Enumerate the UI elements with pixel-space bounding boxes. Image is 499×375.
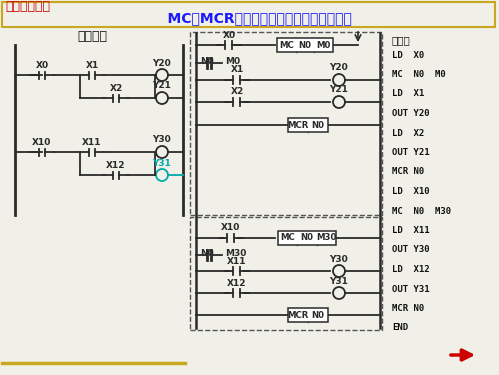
Text: MC  N0  M0: MC N0 M0 (392, 70, 446, 79)
Text: X10: X10 (32, 138, 52, 147)
Text: OUT Y31: OUT Y31 (392, 285, 430, 294)
Text: N0: N0 (311, 310, 324, 320)
Text: M30: M30 (316, 234, 336, 243)
Bar (190, 32, 382, 215)
Text: MC: MC (280, 234, 295, 243)
Text: X2: X2 (231, 87, 244, 96)
Text: M30: M30 (225, 249, 247, 258)
Text: LD  X10: LD X10 (392, 187, 430, 196)
Text: OUT Y20: OUT Y20 (392, 109, 430, 118)
Text: Y30: Y30 (330, 255, 348, 264)
Text: N0: N0 (200, 249, 214, 258)
Text: END: END (392, 324, 408, 333)
Bar (288, 118, 328, 132)
Text: MCR N0: MCR N0 (392, 304, 424, 313)
Text: Y30: Y30 (153, 135, 171, 144)
Text: X1: X1 (85, 61, 99, 70)
Bar (2, 2, 495, 27)
Text: M0: M0 (316, 40, 331, 50)
Text: OUT Y30: OUT Y30 (392, 246, 430, 255)
Bar (278, 231, 336, 245)
Text: Y21: Y21 (153, 81, 172, 90)
Text: N0: N0 (300, 234, 313, 243)
Text: X12: X12 (106, 161, 126, 170)
Text: X12: X12 (227, 279, 247, 288)
Text: LD  X2: LD X2 (392, 129, 424, 138)
Text: N0: N0 (311, 120, 324, 129)
Text: M0: M0 (225, 57, 240, 66)
Text: MC: MC (279, 40, 294, 50)
Text: X1: X1 (231, 66, 244, 75)
Text: Y20: Y20 (153, 58, 171, 68)
Text: X11: X11 (82, 138, 102, 147)
Text: MC  N0  M30: MC N0 M30 (392, 207, 451, 216)
Text: X2: X2 (109, 84, 123, 93)
Bar (190, 217, 382, 330)
Text: Y31: Y31 (153, 159, 172, 168)
Text: X11: X11 (227, 256, 247, 265)
Text: 指令表: 指令表 (392, 35, 411, 45)
Text: X0: X0 (35, 61, 48, 70)
Text: MC、MCR：用于主控开始和主控结束指令: MC、MCR：用于主控开始和主控结束指令 (148, 11, 352, 25)
Text: Y20: Y20 (330, 63, 348, 72)
Text: Y31: Y31 (329, 276, 348, 285)
Text: N0: N0 (298, 40, 311, 50)
Text: LD  X0: LD X0 (392, 51, 424, 60)
Text: N0: N0 (200, 57, 214, 66)
Text: X10: X10 (222, 224, 241, 232)
Text: LD  X11: LD X11 (392, 226, 430, 235)
Bar (277, 38, 333, 52)
Text: OUT Y21: OUT Y21 (392, 148, 430, 157)
Text: 基本逻辑指令: 基本逻辑指令 (5, 0, 50, 13)
Text: LD  X12: LD X12 (392, 265, 430, 274)
Text: MCR: MCR (287, 120, 309, 129)
Text: Y21: Y21 (329, 86, 348, 94)
Text: LD  X1: LD X1 (392, 90, 424, 99)
Bar (288, 308, 328, 322)
Text: MCR N0: MCR N0 (392, 168, 424, 177)
Text: X0: X0 (223, 30, 236, 39)
Text: MCR: MCR (287, 310, 309, 320)
Text: 原梯形图: 原梯形图 (77, 30, 107, 44)
